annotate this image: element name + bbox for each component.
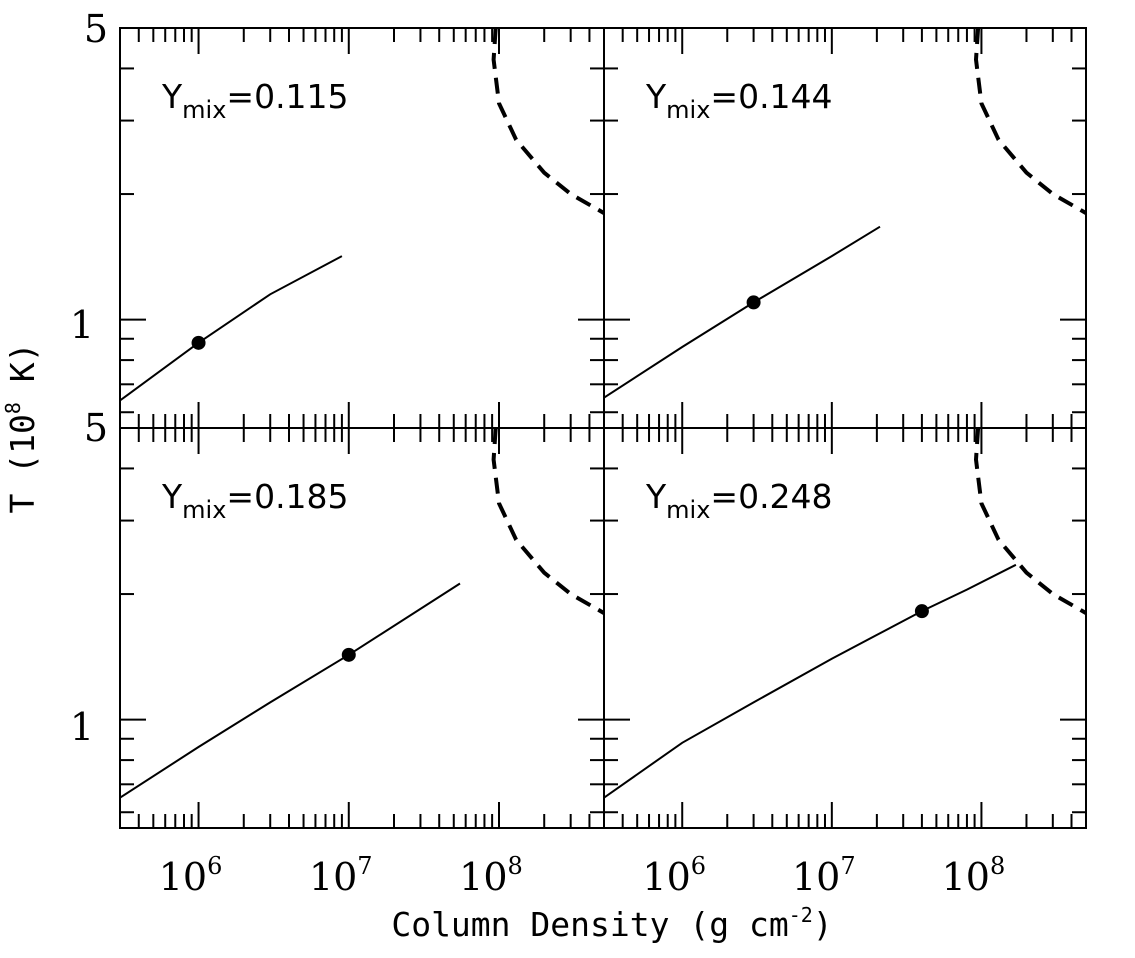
panel-label-value: =0.115 (226, 77, 348, 116)
xtick-label: 108 (942, 852, 1006, 899)
dashed-series-line (491, 428, 604, 615)
xtick-label-exp: 8 (508, 852, 523, 880)
xtick-label-base: 10 (459, 855, 507, 899)
ytick-label-bottom-5: 5 (84, 406, 108, 450)
x-axis-title: Column Density (g cm-2) (391, 903, 832, 944)
xtick-label: 107 (792, 852, 856, 899)
panel-label: Ymix=0.144 (645, 77, 833, 124)
xtick-label-base: 10 (309, 855, 357, 899)
panel-label-value: =0.248 (710, 477, 832, 516)
panel-label-main: Y (645, 477, 667, 516)
panel-frame (603, 427, 1087, 829)
xtick-label-base: 10 (942, 855, 990, 899)
panel-label: Ymix=0.248 (645, 477, 833, 524)
series-group (120, 428, 604, 799)
y-axis-title-main: T (10 (3, 414, 42, 513)
y-axis-title-exp: 8 (1, 402, 25, 414)
xtick-label-exp: 6 (207, 852, 222, 880)
y-axis-title: T (108 K) (1, 343, 42, 514)
y-axis-title-close: K) (3, 343, 42, 403)
xtick-label-exp: 7 (357, 852, 372, 880)
ytick-label-top-5: 5 (84, 7, 108, 51)
data-point-marker (914, 604, 929, 619)
xtick-label: 106 (159, 852, 223, 899)
ytick-label-top-1: 1 (70, 303, 94, 347)
xtick-label-exp: 6 (691, 852, 706, 880)
ytick-label-bottom-1: 1 (70, 705, 94, 749)
dashed-series-line (491, 28, 604, 215)
panel-label-main: Y (645, 77, 667, 116)
x-axis-title-close: ) (813, 905, 833, 944)
solid-series-line (604, 225, 881, 399)
xtick-label-exp: 7 (840, 852, 855, 880)
panel-label-sub: mix (182, 96, 226, 124)
panel-frame (119, 427, 605, 829)
dashed-series-line (973, 28, 1086, 215)
data-point-marker (746, 295, 761, 310)
panel-top-left: Ymix=0.115 (119, 27, 605, 429)
panel-label-sub: mix (666, 496, 710, 524)
panel-label: Ymix=0.185 (161, 477, 349, 524)
panel-label-main: Y (161, 477, 183, 516)
dashed-series-line (973, 428, 1086, 615)
xtick-label-exp: 8 (990, 852, 1005, 880)
xtick-label: 107 (309, 852, 373, 899)
panel-label-sub: mix (182, 496, 226, 524)
panel-label-value: =0.185 (226, 477, 348, 516)
x-axis-title-main: Column Density (g cm (391, 905, 788, 944)
panel-frame (603, 27, 1087, 429)
xtick-label-base: 10 (642, 855, 690, 899)
series-group (120, 28, 604, 402)
data-point-marker (341, 647, 356, 662)
xtick-label-base: 10 (792, 855, 840, 899)
solid-series-line (604, 563, 1017, 799)
panel-top-right: Ymix=0.144 (603, 27, 1087, 429)
data-point-marker (191, 335, 206, 350)
panel-label: Ymix=0.115 (161, 77, 349, 124)
series-group (604, 428, 1086, 799)
panel-label-main: Y (161, 77, 183, 116)
xtick-label-base: 10 (159, 855, 207, 899)
panel-frame (119, 27, 605, 429)
xtick-label: 108 (459, 852, 523, 899)
xtick-label: 106 (642, 852, 706, 899)
series-group (604, 28, 1086, 399)
solid-series-line (120, 255, 343, 402)
x-axis-title-exp: -2 (789, 903, 813, 927)
panel-label-value: =0.144 (710, 77, 832, 116)
panel-label-sub: mix (666, 96, 710, 124)
solid-series-line (120, 582, 461, 799)
